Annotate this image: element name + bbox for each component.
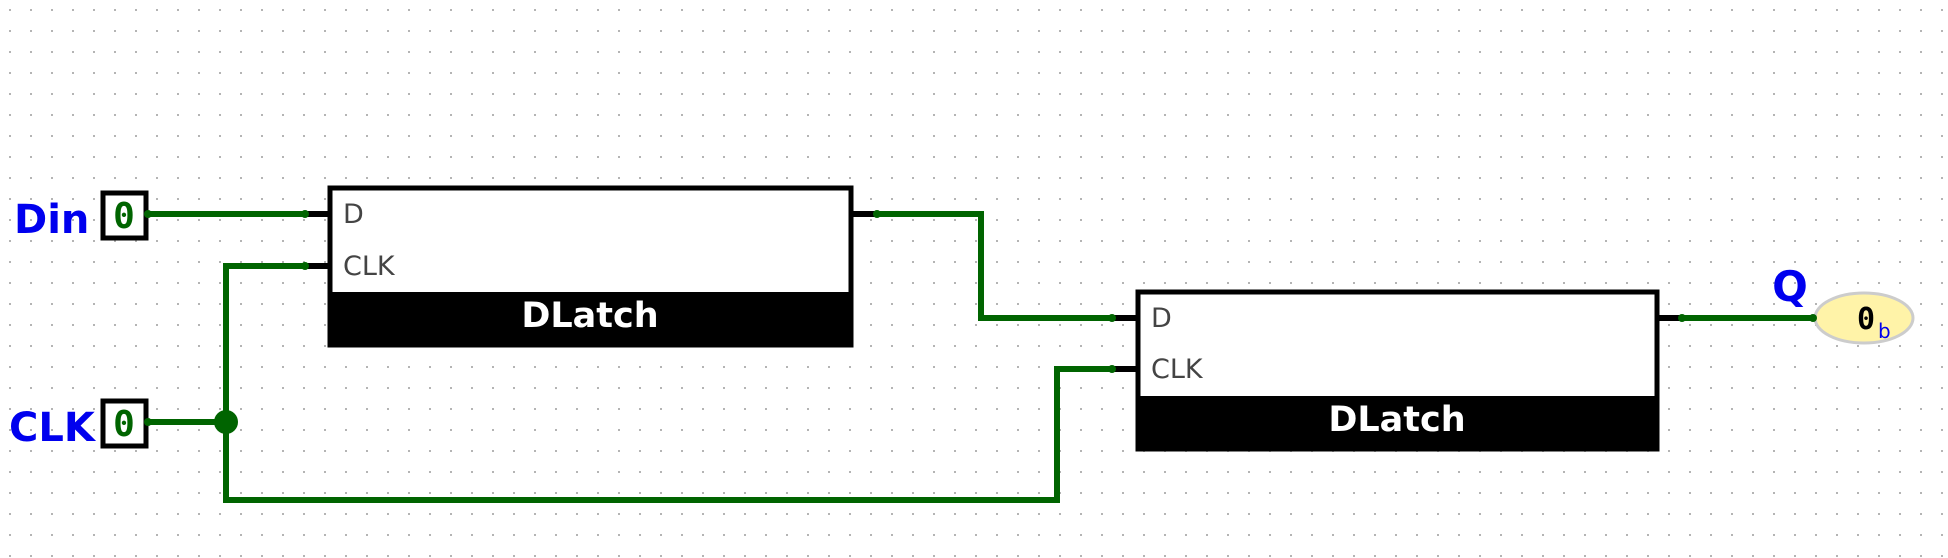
dlatch-title: DLatch (1328, 400, 1465, 440)
output-label-q: Q (1772, 262, 1808, 311)
pin-dot (1678, 314, 1686, 322)
pin-dot (1809, 314, 1817, 322)
dlatch-pin-label-clk: CLK (343, 251, 396, 282)
dlatch-footer (330, 292, 851, 345)
wire-clk-to-latch2-clk[interactable] (223, 366, 1115, 503)
dlatch-pin-label-d: D (343, 199, 364, 230)
output-base: b (1878, 319, 1891, 343)
pin-dot (873, 210, 881, 218)
pin-dot (301, 210, 309, 218)
pin-dot (144, 210, 152, 218)
dlatch-2[interactable]: D CLK DLatch (1108, 289, 1686, 452)
pin-dot (301, 262, 309, 270)
dlatch-1[interactable]: D CLK DLatch (301, 185, 881, 348)
input-clk-toggle[interactable]: 0 (100, 398, 149, 449)
input-label-clk: CLK (9, 405, 97, 451)
output-value: 0 (1857, 302, 1875, 337)
dlatch-title: DLatch (521, 296, 658, 336)
wire-junction (214, 410, 238, 434)
dlatch-pin-label-d: D (1151, 303, 1172, 334)
dlatch-footer (1138, 396, 1657, 449)
dlatch-pin-label-clk: CLK (1151, 354, 1204, 385)
output-probe-q[interactable]: 0 b (1813, 291, 1915, 345)
input-label-din: Din (14, 197, 89, 243)
pin-dot (144, 418, 152, 426)
wire-latch1-q-to-latch2-d[interactable] (874, 211, 1115, 321)
pin-dot (1108, 314, 1116, 322)
input-clk-value: 0 (113, 404, 135, 445)
input-din-toggle[interactable]: 0 (100, 190, 149, 241)
pin-dot (1108, 365, 1116, 373)
input-din-value: 0 (113, 196, 135, 237)
